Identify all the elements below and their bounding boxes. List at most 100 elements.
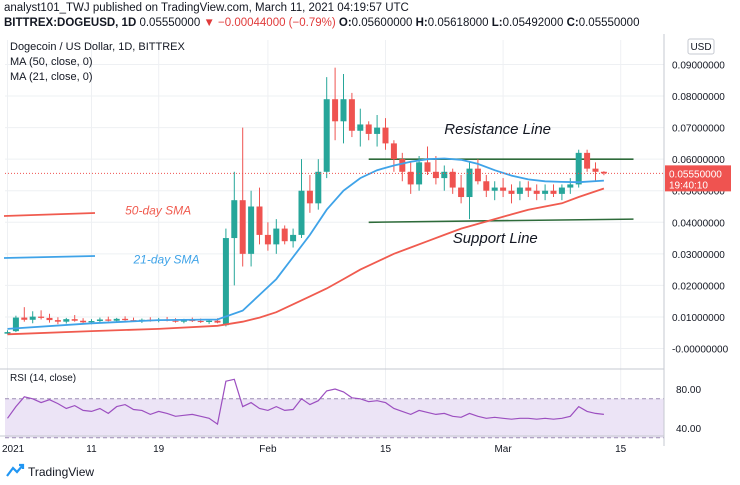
- y-tick-label: 0.01000000: [672, 313, 725, 324]
- annotation-label: 50-day SMA: [125, 203, 191, 217]
- candle-up: [516, 187, 523, 194]
- candle-down: [407, 171, 414, 185]
- axes: 0.09000000 0.08000000 0.07000000 0.06000000…: [0, 34, 729, 455]
- candle-down: [239, 200, 246, 254]
- rsi-tick-label: 40.00: [676, 424, 701, 435]
- candle-up: [222, 238, 229, 326]
- open-label: O:: [338, 17, 352, 29]
- candle-up: [542, 190, 549, 194]
- candle-down: [54, 320, 61, 322]
- candle-down: [458, 187, 465, 198]
- candle-down: [474, 168, 481, 182]
- candle-up: [558, 187, 565, 194]
- candle-up: [12, 317, 19, 332]
- currency-button[interactable]: USD: [687, 38, 715, 55]
- y-tick-label: 0.02000000: [672, 281, 725, 292]
- candle-down: [449, 171, 456, 188]
- candle-up: [357, 124, 364, 131]
- last-price: 0.05550000: [139, 17, 201, 29]
- candle-up: [96, 319, 103, 322]
- candle-down: [80, 320, 87, 323]
- legend: Dogecoin / US Dollar, 1D, BITTREX MA (50…: [10, 41, 186, 384]
- rsi-label: RSI (14, close): [10, 373, 76, 384]
- low-label: L:: [491, 17, 503, 29]
- rsi-band: [5, 398, 664, 438]
- candle-down: [382, 127, 389, 144]
- candle-up: [567, 184, 574, 188]
- currency-button-box[interactable]: [687, 38, 715, 55]
- candle-down: [306, 190, 313, 204]
- candle-down: [432, 171, 439, 179]
- high-value: 0.05618000: [427, 17, 489, 29]
- candle-up: [575, 152, 582, 185]
- candle-up: [441, 171, 448, 179]
- candle-up: [298, 190, 305, 235]
- price-chart[interactable]: Resistance Line Support Line 50-day SMA 21-…: [0, 34, 740, 460]
- candle-up: [113, 318, 120, 321]
- candle-up: [231, 200, 238, 239]
- candle-down: [71, 319, 78, 321]
- x-tick-label: 15: [615, 444, 627, 455]
- close-label: C:: [566, 17, 579, 29]
- chart-background: [0, 34, 740, 460]
- legend-title: Dogecoin / US Dollar, 1D, BITTREX: [10, 41, 186, 53]
- rsi-panel: [5, 378, 664, 439]
- candle-down: [264, 234, 271, 245]
- candle-down: [483, 181, 490, 191]
- candle-up: [374, 127, 381, 134]
- candle-up: [273, 228, 280, 245]
- candle-down: [348, 99, 355, 131]
- footer: TradingView: [0, 460, 740, 485]
- moving-averages: [3, 157, 605, 336]
- annotation-label: Resistance Line: [444, 121, 551, 138]
- legend-ma50: MA (50, close, 0): [10, 56, 93, 68]
- candle-up: [206, 320, 213, 322]
- y-tick-label: 0.09000000: [672, 61, 725, 72]
- candle-down: [592, 168, 599, 172]
- tradingview-brand: TradingView: [28, 465, 95, 479]
- support-line: [368, 218, 634, 224]
- candle-down: [332, 99, 339, 122]
- symbol-label: BITTREX:DOGEUSD, 1D: [4, 17, 137, 29]
- ma21-line: [7, 157, 604, 330]
- annotation-label: 21-day SMA: [133, 252, 200, 266]
- candle-down: [424, 162, 431, 172]
- y-tick-label: 0.07000000: [672, 124, 725, 135]
- candle-up: [4, 332, 11, 334]
- x-tick-label: 15: [380, 444, 392, 455]
- candle-up: [290, 234, 297, 242]
- candle-down: [500, 187, 507, 191]
- legend-ma21: MA (21, close, 0): [10, 71, 93, 83]
- x-tick-label: Feb: [259, 444, 277, 455]
- candle-down: [390, 143, 397, 160]
- candle-down: [46, 317, 53, 321]
- candle-up: [466, 168, 473, 198]
- price-tag-box: [665, 165, 731, 192]
- currency-button-label[interactable]: USD: [690, 42, 711, 53]
- header-bar: analyst101_TWJ published on TradingView.…: [0, 0, 740, 34]
- y-tick-label: 0.03000000: [672, 250, 725, 261]
- ohlc-line: BITTREX:DOGEUSD, 1D 0.05550000 ▼ −0.0004…: [4, 17, 639, 29]
- candle-up: [315, 171, 322, 204]
- y-tick-label: 0.06000000: [672, 155, 725, 166]
- x-tick-label: 19: [153, 444, 165, 455]
- candle-down: [600, 171, 607, 174]
- rsi-line: [7, 378, 604, 426]
- candle-up: [180, 320, 187, 322]
- x-tick-label: Mar: [494, 444, 512, 455]
- candle-down: [105, 319, 112, 321]
- candle-down: [21, 317, 28, 320]
- candle-down: [525, 187, 532, 191]
- candle-up: [88, 321, 95, 323]
- annotation-label: Support Line: [453, 230, 538, 247]
- annotations: Resistance Line Support Line 50-day SMA 21-…: [125, 121, 551, 266]
- candle-down: [214, 320, 221, 323]
- y-tick-label: 0.04000000: [672, 218, 725, 229]
- price-tag-value: 0.05550000: [669, 169, 722, 180]
- candle-down: [584, 152, 591, 169]
- candle-up: [491, 187, 498, 191]
- candle-down: [550, 190, 557, 194]
- y-tick-label: 0.08000000: [672, 92, 725, 103]
- tradingview-logo-icon: [6, 463, 25, 477]
